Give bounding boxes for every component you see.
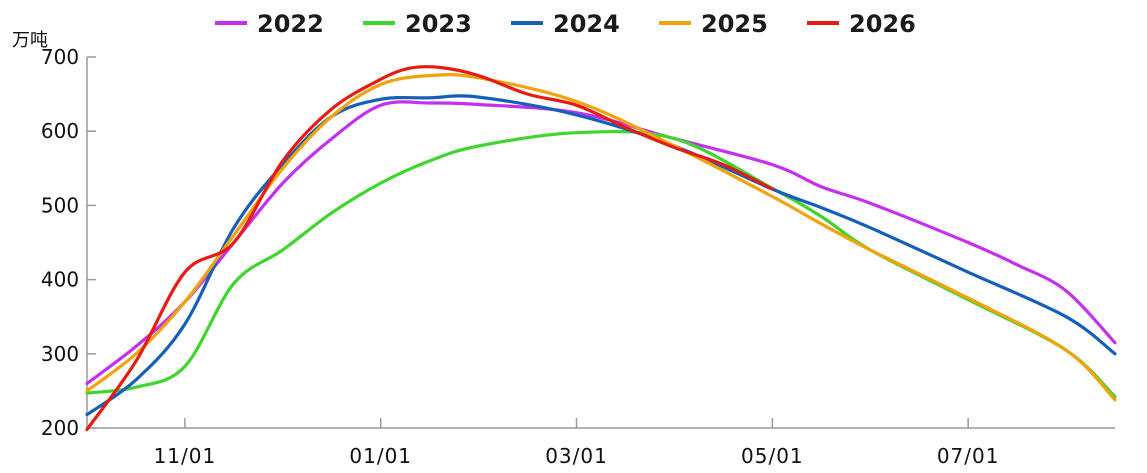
x-tick-label: 01/01 xyxy=(349,444,412,468)
series-line-2022 xyxy=(85,100,1117,386)
legend-item-2026: 2026 xyxy=(807,10,916,38)
legend-label: 2026 xyxy=(849,10,916,38)
series-line-2026 xyxy=(85,64,774,432)
legend-label: 2024 xyxy=(553,10,620,38)
series-line-2024 xyxy=(85,94,1117,417)
x-tick-label: 03/01 xyxy=(545,444,608,468)
y-ticks: 200 300 400 500 600 700 xyxy=(41,45,96,440)
x-tick-label: 11/01 xyxy=(154,444,217,468)
legend-item-2023: 2023 xyxy=(363,10,472,38)
x-tick-label: 05/01 xyxy=(741,444,804,468)
series-lines xyxy=(85,64,1117,432)
x-tick-label: 07/01 xyxy=(937,444,1000,468)
y-tick-label: 600 xyxy=(41,119,79,143)
y-tick-label: 500 xyxy=(41,193,79,217)
legend-label: 2022 xyxy=(257,10,324,38)
legend-label: 2025 xyxy=(701,10,768,38)
legend-item-2024: 2024 xyxy=(511,10,620,38)
legend-label: 2023 xyxy=(405,10,472,38)
y-tick-label: 300 xyxy=(41,342,79,366)
axes xyxy=(86,57,1115,429)
y-tick-label: 200 xyxy=(41,416,79,440)
legend-item-2022: 2022 xyxy=(215,10,324,38)
legend: 2022 2023 2024 2025 2026 xyxy=(215,10,916,38)
series-line-2025 xyxy=(85,73,1117,402)
y-tick-label: 700 xyxy=(41,45,79,69)
legend-item-2025: 2025 xyxy=(659,10,768,38)
y-tick-label: 400 xyxy=(41,268,79,292)
series-line-2023 xyxy=(85,129,1117,399)
x-ticks: 11/01 01/01 03/01 05/01 07/01 xyxy=(154,418,1000,468)
y-axis-label: 万吨 xyxy=(12,30,48,51)
